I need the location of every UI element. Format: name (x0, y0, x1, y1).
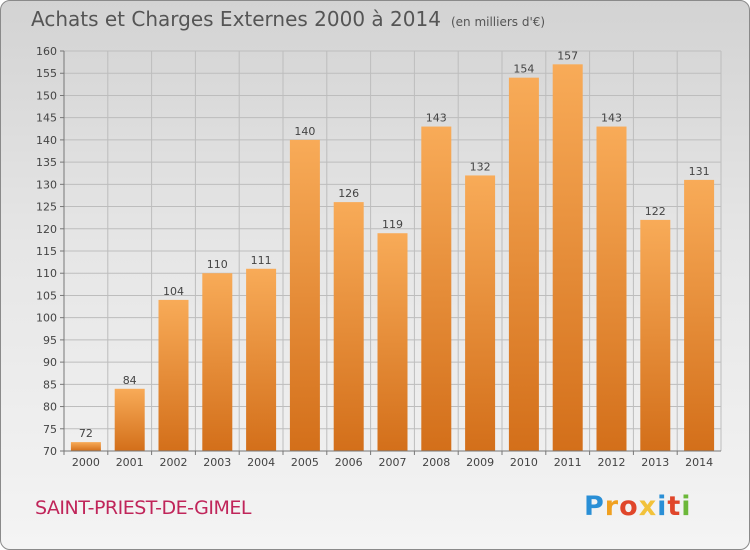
data-label: 157 (557, 49, 578, 62)
x-tick-label: 2006 (335, 456, 363, 469)
bar (465, 175, 496, 451)
y-tick-label: 150 (36, 89, 57, 102)
chart-title: Achats et Charges Externes 2000 à 2014 (e… (31, 7, 545, 31)
y-tick-label: 85 (43, 378, 57, 391)
x-tick-label: 2009 (466, 456, 494, 469)
bar (246, 268, 277, 451)
proxiti-logo: Proxiti (584, 491, 692, 522)
bars (70, 64, 715, 452)
data-label: 119 (382, 218, 403, 231)
logo-letter: r (604, 491, 620, 522)
y-tick-label: 110 (36, 267, 57, 280)
y-tick-label: 70 (43, 445, 57, 458)
x-tick-label: 2002 (160, 456, 188, 469)
y-tick-label: 80 (43, 401, 57, 414)
data-label: 110 (207, 258, 228, 271)
bar (333, 202, 364, 451)
data-label: 126 (338, 187, 359, 200)
data-label: 84 (123, 374, 137, 387)
chart-unit: (en milliers d'€) (450, 15, 546, 29)
bar (552, 64, 583, 452)
data-label: 131 (689, 165, 710, 178)
bar (158, 299, 189, 451)
logo-letter: o (619, 491, 639, 522)
data-label: 143 (426, 112, 447, 125)
x-tick-label: 2012 (598, 456, 626, 469)
x-tick-label: 2013 (641, 456, 669, 469)
data-label: 122 (645, 205, 666, 218)
y-tick-label: 95 (43, 334, 57, 347)
x-tick-label: 2000 (72, 456, 100, 469)
x-tick-label: 2007 (379, 456, 407, 469)
bar (289, 139, 320, 451)
labels: 70 75 80 85 90 95 100 105 110 115 120 125 130 135 140 1… (36, 45, 713, 469)
data-label: 104 (163, 285, 184, 298)
data-label: 111 (251, 254, 272, 267)
data-label: 143 (601, 112, 622, 125)
y-tick-label: 90 (43, 356, 57, 369)
commune-name: SAINT-PRIEST-DE-GIMEL (35, 497, 252, 519)
y-tick-label: 155 (36, 67, 57, 80)
data-label: 72 (79, 427, 93, 440)
data-label: 154 (513, 63, 534, 76)
y-tick-label: 115 (36, 245, 57, 258)
y-tick-label: 130 (36, 178, 57, 191)
y-tick-label: 135 (36, 156, 57, 169)
y-tick-label: 125 (36, 201, 57, 214)
x-tick-label: 2003 (203, 456, 231, 469)
x-tick-label: 2001 (116, 456, 144, 469)
logo-letter: x (638, 491, 658, 522)
y-tick-label: 120 (36, 223, 57, 236)
y-tick-label: 100 (36, 312, 57, 325)
bar (684, 179, 715, 451)
x-tick-label: 2011 (554, 456, 582, 469)
bar (596, 126, 627, 452)
x-tick-label: 2004 (247, 456, 275, 469)
x-tick-label: 2010 (510, 456, 538, 469)
x-tick-label: 2008 (422, 456, 450, 469)
logo-letter: t (667, 491, 682, 522)
bar (114, 388, 145, 451)
data-label: 140 (294, 125, 315, 138)
y-tick-label: 160 (36, 45, 57, 58)
y-tick-label: 145 (36, 112, 57, 125)
bar (640, 219, 671, 451)
data-label: 132 (470, 160, 491, 173)
bar (70, 442, 101, 451)
chart-title-text: Achats et Charges Externes 2000 à 2014 (31, 7, 441, 31)
y-tick-label: 140 (36, 134, 57, 147)
y-tick-label: 75 (43, 423, 57, 436)
bar (377, 233, 408, 451)
bar (202, 273, 233, 451)
bar (508, 77, 539, 452)
x-tick-label: 2005 (291, 456, 319, 469)
y-tick-label: 105 (36, 289, 57, 302)
axes (60, 50, 721, 455)
x-tick-label: 2014 (685, 456, 713, 469)
bar (421, 126, 452, 452)
logo-letter: i (657, 491, 668, 522)
logo-letter: i (681, 491, 692, 522)
logo-letter: P (584, 491, 605, 522)
